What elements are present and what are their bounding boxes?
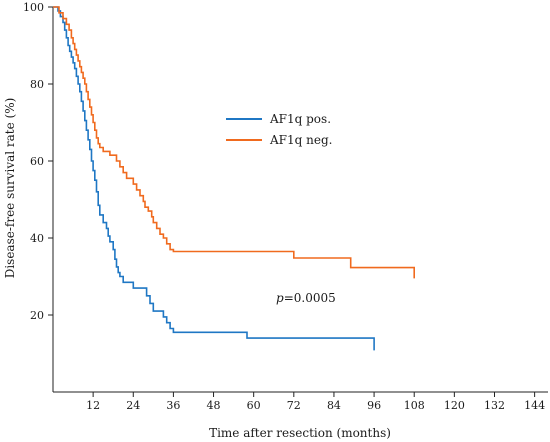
x-tick-label-12: 12 bbox=[86, 399, 100, 412]
series-line-af1q-pos bbox=[53, 6, 375, 351]
x-tick-label-96: 96 bbox=[367, 399, 381, 412]
x-tick-label-72: 72 bbox=[287, 399, 301, 412]
p-value-annotation: p=0.0005 bbox=[276, 291, 336, 305]
x-tick-label-48: 48 bbox=[207, 399, 221, 412]
y-axis-title: Disease-free survival rate (%) bbox=[3, 98, 17, 279]
legend-label-af1q-pos: AF1q pos. bbox=[269, 112, 331, 126]
legend: AF1q pos. AF1q neg. bbox=[226, 112, 332, 147]
p-value-text: =0.0005 bbox=[284, 291, 336, 305]
x-tick-label-60: 60 bbox=[247, 399, 261, 412]
x-tick-label-108: 108 bbox=[404, 399, 425, 412]
x-tick-label-36: 36 bbox=[166, 399, 180, 412]
x-tick-label-132: 132 bbox=[484, 399, 505, 412]
y-tick-label-60: 60 bbox=[30, 155, 44, 168]
axes bbox=[52, 7, 548, 393]
y-tick-label-80: 80 bbox=[30, 78, 44, 91]
x-tick-label-84: 84 bbox=[327, 399, 341, 412]
y-tick-label-100: 100 bbox=[23, 1, 44, 14]
x-tick-label-24: 24 bbox=[126, 399, 140, 412]
y-tick-label-40: 40 bbox=[30, 232, 44, 245]
legend-label-af1q-neg: AF1q neg. bbox=[269, 133, 332, 147]
x-axis-title: Time after resection (months) bbox=[209, 426, 391, 440]
ticks: 12 24 36 48 60 72 84 96 108 120 132 144 20 40 60 80 100 bbox=[23, 1, 545, 412]
series-line-af1q-neg bbox=[53, 6, 415, 279]
series-lines bbox=[53, 6, 415, 351]
y-tick-label-20: 20 bbox=[30, 309, 44, 322]
p-value-symbol: p bbox=[276, 291, 284, 305]
x-tick-label-120: 120 bbox=[444, 399, 465, 412]
x-tick-label-144: 144 bbox=[524, 399, 545, 412]
